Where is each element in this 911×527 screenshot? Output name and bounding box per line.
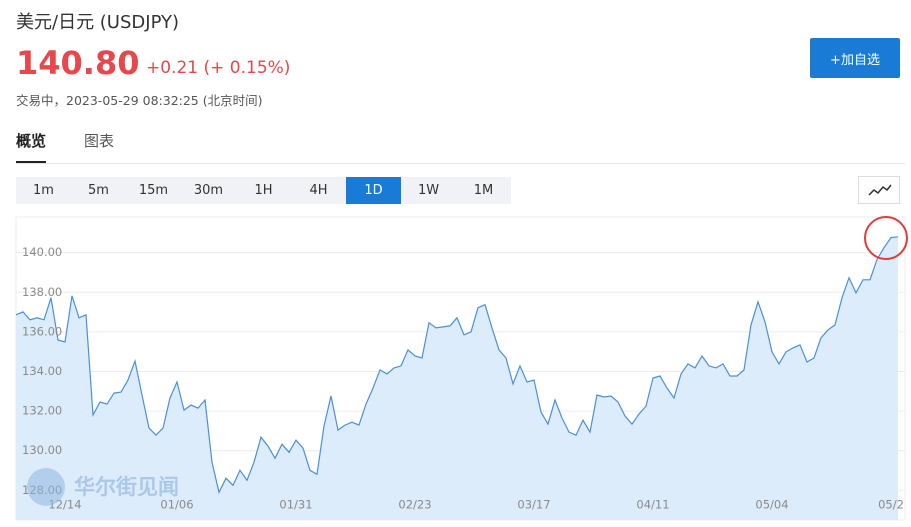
status: 交易中，2023-05-29 08:32:25 (北京时间) (16, 93, 263, 108)
y-tick-label: 140.00 (22, 245, 62, 259)
price: 140.80 (16, 44, 140, 82)
x-tick-label: 03/17 (517, 498, 550, 512)
y-tick-label: 138.00 (22, 285, 62, 299)
y-tick-label: 136.00 (22, 324, 62, 338)
timeframe-button[interactable]: 1m (33, 183, 54, 198)
area (16, 236, 898, 521)
timeframe-button[interactable]: 1M (473, 183, 494, 198)
timeframe-button[interactable]: 1W (417, 183, 440, 198)
timeframe-button[interactable]: 4H (309, 183, 328, 198)
x-tick-label: 01/31 (279, 498, 312, 512)
x-tick-label: 02/23 (398, 498, 431, 512)
timeframe-button[interactable]: 5m (88, 183, 109, 198)
chart-type-icon (868, 184, 892, 196)
x-tick-label: 05/2 (878, 498, 904, 512)
watermark: 华尔街见闻 (74, 475, 179, 499)
highlight-circle (864, 216, 908, 260)
tab[interactable]: 概览 (16, 130, 47, 163)
y-tick-label: 134.00 (22, 364, 62, 378)
y-tick-label: 132.00 (22, 404, 62, 418)
timeframe-button[interactable]: 15m (138, 183, 169, 198)
x-tick-label: 04/11 (636, 498, 669, 512)
title: 美元/日元 (USDJPY) (16, 12, 180, 33)
chart-type-button[interactable] (858, 176, 900, 204)
divider (16, 163, 905, 164)
tab[interactable]: 图表 (84, 132, 115, 150)
x-tick-label: 01/06 (160, 498, 193, 512)
tabs: 概览 图表 (16, 130, 114, 163)
timeframes: 1m 5m 15m 30m 1H 4H 1D 1W 1M (16, 177, 511, 204)
marks (15, 236, 899, 521)
y-tick-label: 130.00 (22, 443, 62, 457)
change: +0.21 (+ 0.15%) (146, 58, 291, 78)
timeframe-button[interactable]: 30m (193, 183, 224, 198)
timeframe-button[interactable]: 1D (346, 177, 401, 204)
line (15, 236, 899, 495)
x-tick-label: 05/04 (755, 498, 788, 512)
timeframe-button[interactable]: 1H (254, 183, 273, 198)
add-watchlist-button[interactable]: +加自选 (810, 38, 900, 78)
watermark-logo (27, 468, 65, 506)
